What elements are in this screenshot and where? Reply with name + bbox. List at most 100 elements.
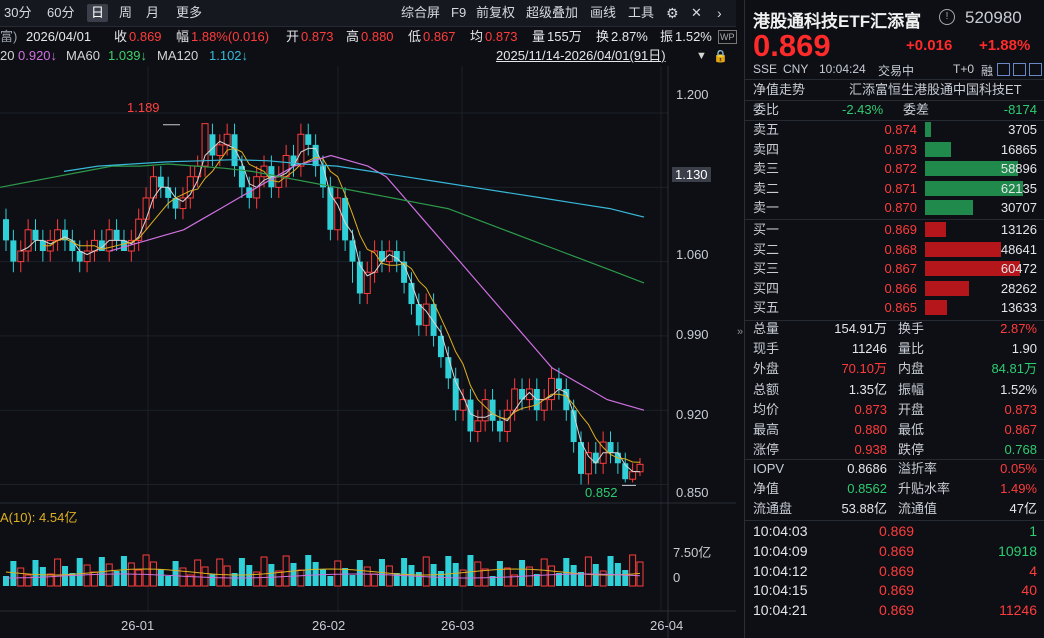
draw-line-button[interactable]: 画线	[590, 5, 617, 20]
composite-screen-button[interactable]: 综合屏	[401, 5, 441, 20]
stat-label: 最高	[753, 422, 780, 437]
sell-level-volume: 58896	[1000, 161, 1037, 177]
period-day-tab[interactable]: 日	[87, 4, 109, 22]
panel-icon-2[interactable]	[1013, 63, 1026, 76]
chevron-right-icon[interactable]: ›	[717, 5, 722, 21]
candle-body	[378, 251, 385, 262]
super-overlay-button[interactable]: 超级叠加	[526, 5, 579, 20]
nav-row[interactable]: 净值走势 汇添富恒生港股通中国科技ET	[753, 80, 1037, 100]
sell-level-row[interactable]: 卖一 0.870 30707	[753, 198, 1037, 218]
buy-level-price: 0.868	[884, 241, 917, 257]
sell-level-row[interactable]: 卖四 0.873 16865	[753, 140, 1037, 160]
buy-level-price: 0.869	[884, 222, 917, 237]
candle-body	[142, 197, 150, 220]
candle-body	[415, 304, 422, 326]
open-label: 开	[286, 29, 300, 44]
period-more-menu[interactable]: 更多	[176, 5, 203, 20]
volume-bar	[216, 558, 224, 587]
stat-label: 振幅	[898, 381, 925, 397]
buy-level-row[interactable]: 买二 0.868 48641	[753, 240, 1037, 260]
candle-body	[120, 240, 127, 252]
volume-bar	[305, 555, 312, 586]
current-price-tag: 1.130	[672, 167, 711, 182]
candle-body	[238, 166, 245, 188]
lock-icon[interactable]: 🔒	[713, 49, 728, 63]
info-icon[interactable]: !	[939, 9, 955, 25]
volume-bar	[607, 556, 614, 586]
candle-body	[578, 442, 585, 474]
kline-chart[interactable]	[0, 66, 736, 638]
candle-body	[223, 133, 231, 146]
f9-button[interactable]: F9	[451, 5, 467, 20]
sell-level-volume: 3705	[1008, 122, 1037, 137]
sell-level-row[interactable]: 卖五 0.874 3705	[753, 120, 1037, 140]
period-60min-tab[interactable]: 60分	[47, 5, 75, 20]
tick-time: 10:04:03	[753, 523, 808, 539]
stat-label: 内盘	[898, 361, 925, 377]
stat-value: 1.49%	[1000, 481, 1037, 497]
volume-bar	[172, 561, 179, 586]
turnover-value: 2.87%	[611, 29, 648, 44]
sell-level-price: 0.871	[884, 180, 917, 196]
panel-icon-3[interactable]	[1029, 63, 1042, 76]
tick-volume: 1	[1029, 523, 1037, 539]
stat-value: 2.87%	[1000, 321, 1037, 336]
stat-label: 量比	[898, 341, 925, 357]
ma120-line	[63, 159, 645, 218]
tick-price: 0.869	[879, 562, 915, 579]
stat-value: 0.873	[1004, 401, 1037, 417]
tools-button[interactable]: 工具	[628, 5, 655, 20]
period-week-tab[interactable]: 周	[119, 5, 133, 20]
stat-row: 外盘 70.10万 内盘 84.81万	[753, 359, 1037, 379]
iopv-row: 净值 0.8562 升贴水率 1.49%	[753, 479, 1037, 499]
y-tick-label: 1.200	[676, 87, 709, 102]
nav-label: 净值走势	[753, 82, 806, 97]
dropdown-triangle-icon[interactable]: ▼	[696, 50, 707, 62]
buy-level-row[interactable]: 买三 0.867 60472	[753, 259, 1037, 279]
buy-level-row[interactable]: 买四 0.866 28262	[753, 279, 1037, 299]
candle-body	[165, 187, 172, 198]
wp-badge-icon[interactable]: WP	[718, 30, 737, 44]
candle-body	[98, 240, 105, 252]
candle-body	[636, 463, 644, 473]
buy-volume-bar	[925, 261, 1020, 277]
volume-bar	[452, 563, 459, 586]
date-range-selector[interactable]: 2025/11/14-2026/04/01(91日)	[496, 48, 666, 63]
volume-axis-zero: 0	[673, 570, 681, 585]
stat-value: 1.90	[1011, 341, 1037, 357]
avg-value: 0.873	[485, 29, 518, 44]
fund-full-name: 汇添富恒生港股通中国科技ET	[849, 82, 1022, 97]
sell-level-row[interactable]: 卖三 0.872 58896	[753, 159, 1037, 179]
weibi-label: 委比	[753, 102, 780, 117]
period-toolbar: 30分 60分 日 周 月 更多 综合屏 F9 前复权 超级叠加 画线 工具 ⚙…	[0, 0, 736, 27]
weibi-row: 委比 -2.43% 委差 -8174	[753, 100, 1037, 120]
panel-collapse-handle[interactable]: »	[737, 326, 744, 338]
candle-body	[83, 250, 91, 263]
sell-level-row[interactable]: 卖二 0.871 62135	[753, 179, 1037, 199]
buy-level-row[interactable]: 买一 0.869 13126	[753, 220, 1037, 240]
sell-volume-bar	[925, 141, 951, 157]
forward-adjust-button[interactable]: 前复权	[476, 5, 516, 20]
volume-bar	[422, 556, 430, 587]
close-icon[interactable]: ✕	[691, 5, 702, 20]
period-month-tab[interactable]: 月	[146, 5, 160, 20]
volume-bar	[223, 565, 231, 587]
period-30min-tab[interactable]: 30分	[4, 5, 32, 20]
buy-level-volume: 48641	[1000, 241, 1037, 257]
buy-level-row[interactable]: 买五 0.865 13633	[753, 298, 1037, 318]
tick-volume: 11246	[999, 602, 1037, 619]
stat-label: IOPV	[753, 461, 785, 476]
candle-body	[629, 471, 637, 480]
volume-label: 量	[532, 29, 546, 44]
volume-bar	[555, 573, 562, 586]
panel-icon-1[interactable]	[997, 63, 1010, 76]
ma5-line	[20, 140, 641, 473]
volume-bar	[105, 563, 113, 587]
volume-bar	[24, 574, 32, 587]
settings-gear-icon[interactable]: ⚙	[666, 5, 679, 21]
volume-bar	[548, 565, 556, 587]
security-name-suffix: 富)	[0, 29, 18, 44]
stat-row: 总量 154.91万 换手 2.87%	[753, 319, 1037, 339]
avg-label: 均	[470, 29, 484, 44]
buy-volume-bar	[925, 300, 947, 316]
